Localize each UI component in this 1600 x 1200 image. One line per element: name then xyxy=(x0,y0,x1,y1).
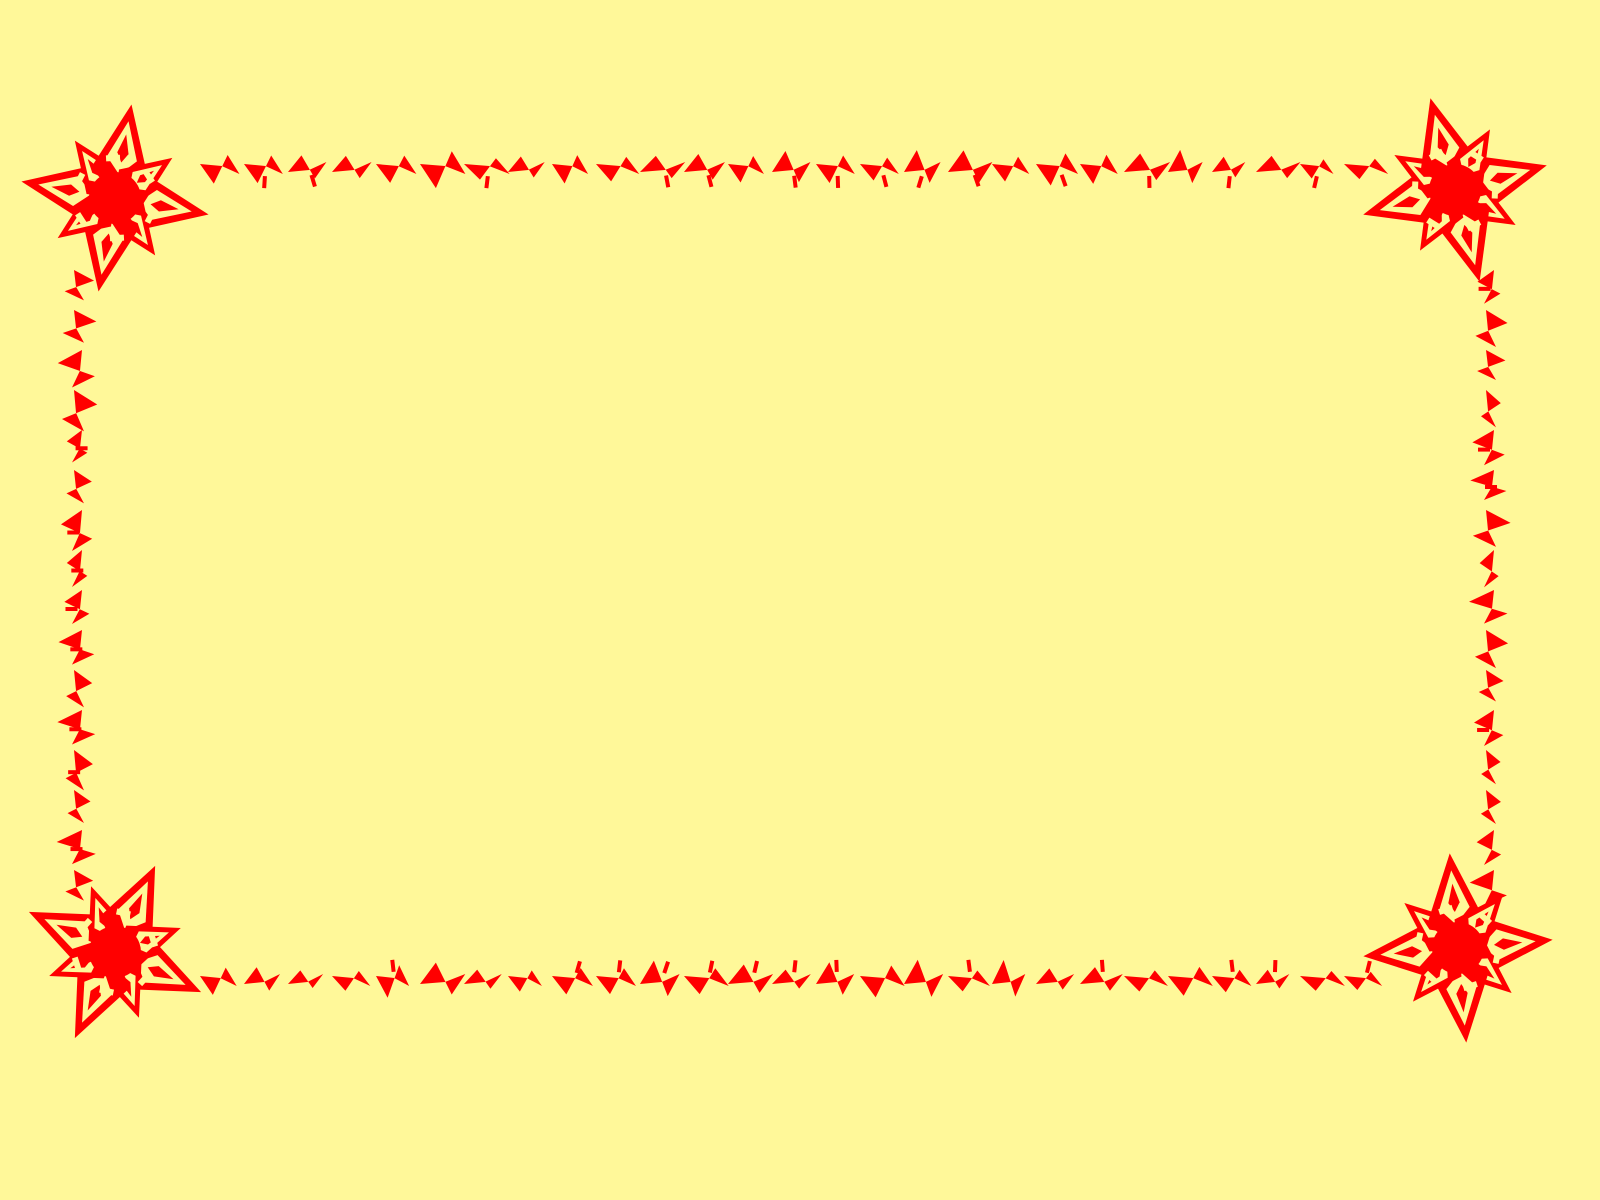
cut-mark xyxy=(68,770,80,774)
cut-mark xyxy=(110,235,124,242)
cut-mark xyxy=(1147,176,1151,188)
cut-mark xyxy=(1477,728,1489,732)
cut-mark xyxy=(1478,448,1490,452)
cut-mark xyxy=(1412,181,1419,195)
cut-mark xyxy=(71,569,83,573)
cut-mark xyxy=(69,727,81,731)
cut-mark xyxy=(67,531,79,535)
cut-mark xyxy=(106,155,120,162)
cut-mark xyxy=(1492,184,1499,198)
cut-mark xyxy=(1273,960,1277,972)
cut-mark xyxy=(834,960,838,972)
cut-mark xyxy=(76,446,88,450)
cut-mark xyxy=(836,176,840,188)
cut-mark xyxy=(262,176,267,188)
cut-mark xyxy=(65,607,77,611)
cut-mark xyxy=(70,647,82,651)
cut-mark xyxy=(1479,287,1491,291)
cut-mark xyxy=(1485,485,1497,489)
cut-mark xyxy=(70,847,82,851)
